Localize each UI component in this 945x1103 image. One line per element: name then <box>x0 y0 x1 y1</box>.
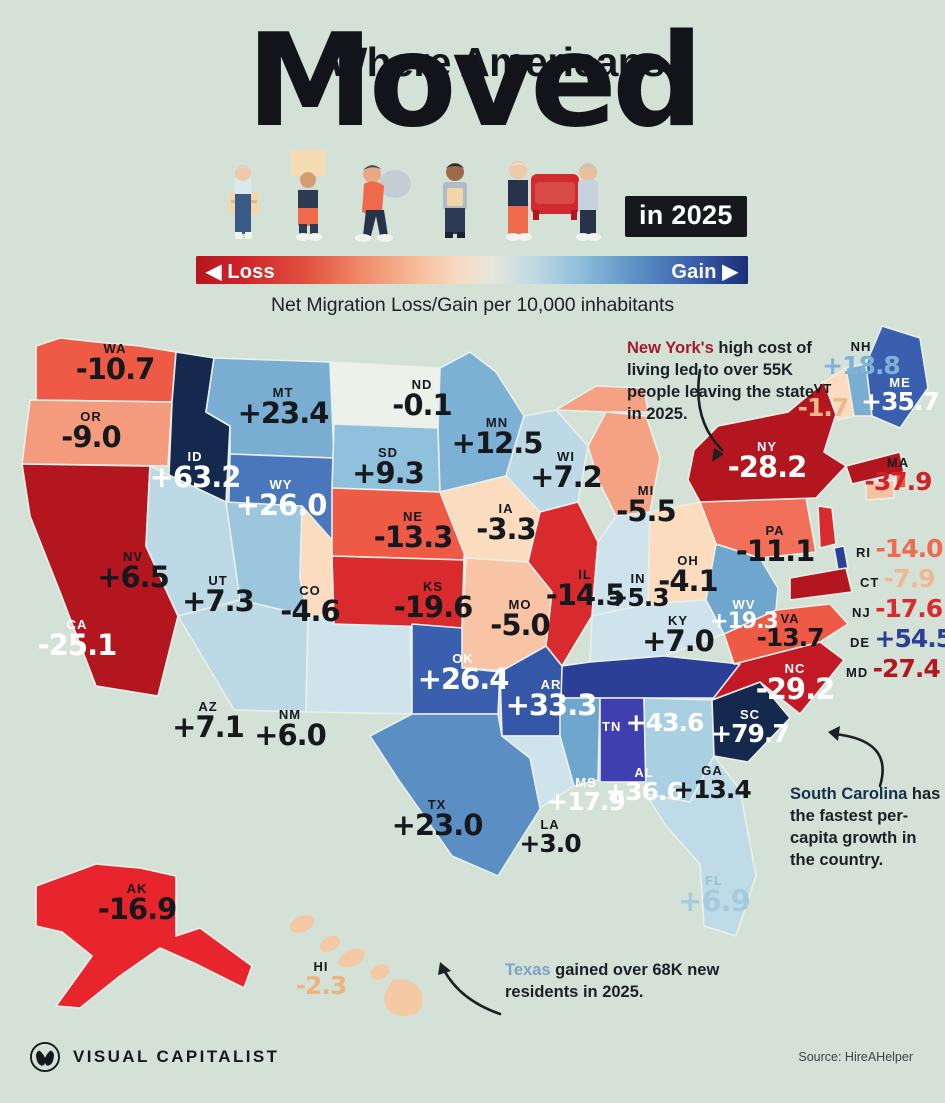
legend-gain-label: Gain ▶ <box>671 261 738 283</box>
state-shape-nm <box>305 615 413 715</box>
state-value-tn: +43.6 <box>625 708 705 737</box>
mover-figure-5 <box>506 161 532 241</box>
mover-figure-4 <box>443 163 467 238</box>
state-label-de: DE +54.5 <box>850 624 945 653</box>
state-label-ri: RI -14.0 <box>856 534 944 563</box>
state-label-nj: NJ -17.6 <box>852 594 943 623</box>
state-value-de: +54.5 <box>874 624 945 653</box>
legend-loss-label: ◀ Loss <box>206 261 275 283</box>
state-shape-ks <box>331 555 465 629</box>
arrow-ny <box>697 368 724 462</box>
state-shape-wa <box>35 337 177 403</box>
state-shape-la <box>501 735 575 809</box>
state-shape-sd <box>331 423 441 493</box>
state-shape-ri <box>895 471 907 489</box>
state-shape-ak <box>35 863 253 1009</box>
state-abbr-tn: TN <box>602 719 622 734</box>
title-main: Moved <box>246 7 703 156</box>
state-shape-hi <box>289 914 423 1016</box>
gradient-legend-bar: ◀ Loss Gain ▶ <box>196 256 748 284</box>
visual-capitalist-logo: VISUAL CAPITALIST <box>30 1042 279 1072</box>
state-shape-fl <box>645 755 757 937</box>
state-value-nj: -17.6 <box>875 594 943 623</box>
binoculars-icon <box>30 1042 60 1072</box>
sofa-prop <box>531 174 579 220</box>
arrow-tx <box>438 962 502 1016</box>
state-abbr-md: MD <box>846 665 869 680</box>
state-value-ri: -14.0 <box>875 534 943 563</box>
source-credit: Source: HireAHelper <box>798 1050 913 1064</box>
movers-illustration <box>205 148 605 260</box>
arrow-sc <box>828 726 884 788</box>
state-shape-ny <box>687 381 847 503</box>
state-shape-in <box>591 511 651 617</box>
state-shape-mi <box>587 411 661 517</box>
state-shape-nd <box>329 361 441 429</box>
state-shape-ct <box>865 479 895 501</box>
state-shape-az <box>177 599 309 713</box>
state-label-tn: TN +43.6 <box>602 708 705 737</box>
year-badge: in 2025 <box>625 196 747 237</box>
state-abbr-ct: CT <box>860 575 880 590</box>
state-shape-ms <box>559 697 601 787</box>
state-shape-de <box>833 545 849 571</box>
callout-tx-rest: gained over 68K new residents in 2025. <box>505 961 720 1001</box>
state-shape-me <box>865 325 929 429</box>
state-shape-tn <box>559 655 741 699</box>
state-shape-md <box>789 567 853 601</box>
callout-sc-rest: has the fastest per-capita growth in the… <box>790 785 941 869</box>
state-shape-mi-up <box>555 385 649 413</box>
state-shape-or <box>21 399 173 467</box>
mover-figure-3 <box>355 165 411 242</box>
subtitle: Net Migration Loss/Gain per 10,000 inhab… <box>271 294 674 316</box>
callout-ny-rest: high cost of living led to over 55K peop… <box>627 339 815 423</box>
header: Where Americans Moved <box>0 0 945 316</box>
state-shape-nc <box>711 641 845 715</box>
callout-new-york: New York's high cost of living led to ov… <box>627 338 817 426</box>
callout-sc-highlight: South Carolina <box>790 785 908 803</box>
state-abbr-nj: NJ <box>852 605 871 620</box>
state-shape-tx <box>369 713 543 877</box>
state-label-md: MD -27.4 <box>846 654 941 683</box>
mover-figure-1 <box>229 165 259 239</box>
title-line-1: Where Americans <box>328 39 665 85</box>
footer: VISUAL CAPITALIST Source: HireAHelper <box>0 1038 945 1088</box>
state-shape-nj <box>817 505 837 549</box>
state-label-ct: CT -7.9 <box>860 564 936 593</box>
callout-tx-highlight: Texas <box>505 961 551 979</box>
mover-figure-6 <box>576 163 601 241</box>
callout-ny-highlight: New York's <box>627 339 714 357</box>
state-value-md: -27.4 <box>872 654 941 683</box>
mover-figure-2 <box>291 150 325 241</box>
us-map-svg <box>21 325 929 1016</box>
choropleth-map: WA -10.7 OR -9.0 CA -25.1 ID +63.2 MT +2… <box>0 316 945 1036</box>
callout-south-carolina: South Carolina has the fastest per-capit… <box>790 784 942 872</box>
title-block: Where Americans <box>0 42 945 83</box>
callout-texas: Texas gained over 68K new residents in 2… <box>505 960 727 1004</box>
state-value-ct: -7.9 <box>883 564 936 593</box>
state-abbr-ri: RI <box>856 545 871 560</box>
brand-name: VISUAL CAPITALIST <box>73 1047 280 1066</box>
state-abbr-de: DE <box>850 635 871 650</box>
